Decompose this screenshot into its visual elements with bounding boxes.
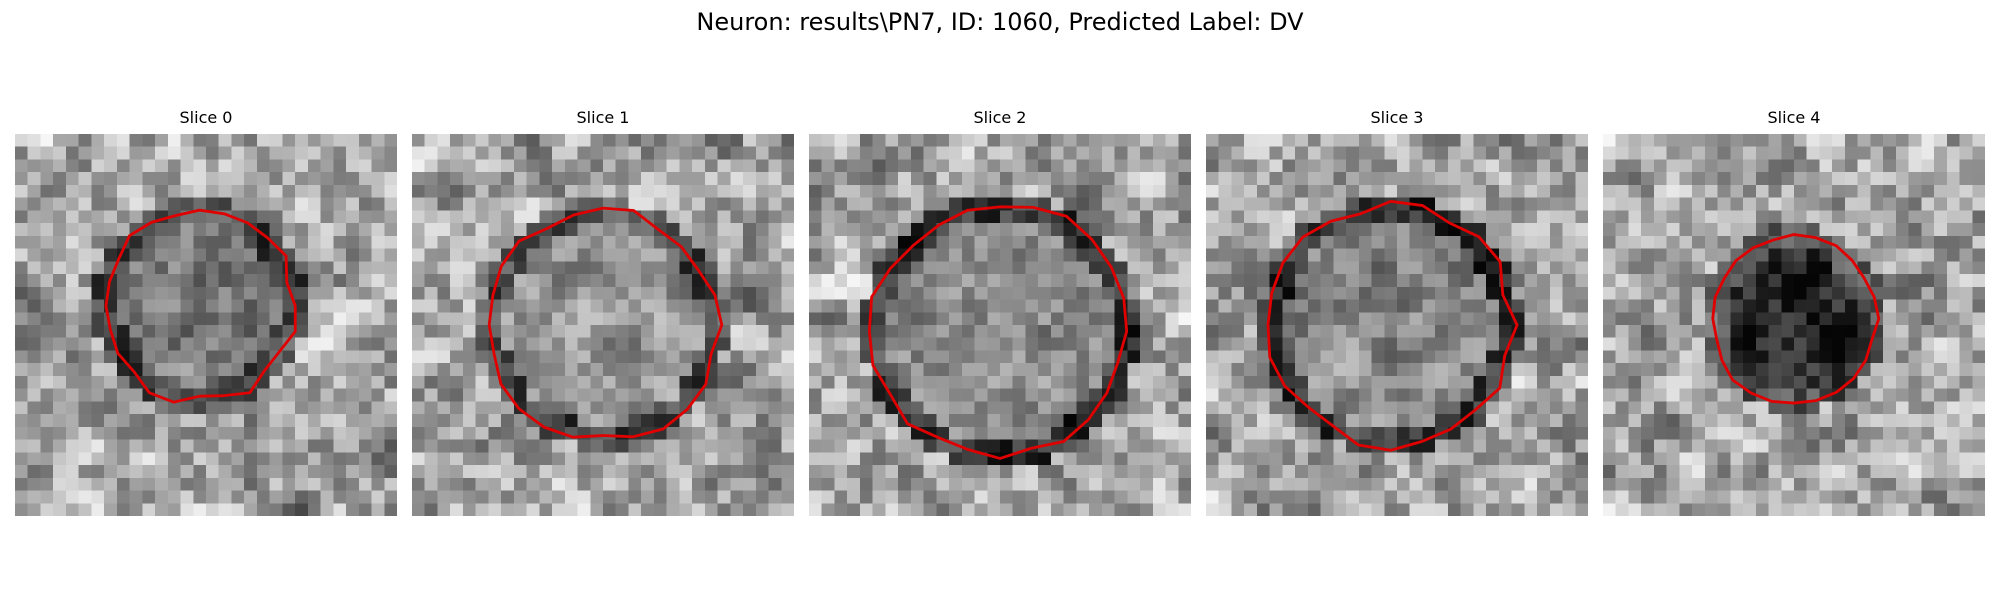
figure-title: Neuron: results\PN7, ID: 1060, Predicted… <box>696 8 1304 36</box>
slice-panel-3: Slice 3 <box>1206 108 1588 516</box>
slice-title: Slice 3 <box>1370 108 1424 127</box>
pixel-grid <box>1206 134 1588 516</box>
slice-image <box>412 134 794 516</box>
segmentation-contour <box>867 205 1129 460</box>
slice-panel-4: Slice 4 <box>1603 108 1985 516</box>
slice-image <box>15 134 397 516</box>
slice-panel-0: Slice 0 <box>15 108 397 516</box>
slice-image <box>1603 134 1985 516</box>
slice-title: Slice 0 <box>179 108 233 127</box>
slice-panel-2: Slice 2 <box>809 108 1191 516</box>
slice-title: Slice 4 <box>1767 108 1821 127</box>
segmentation-contour <box>104 208 297 404</box>
segmentation-contour <box>487 206 724 439</box>
pixel-grid <box>15 134 397 516</box>
pixel-grid <box>412 134 794 516</box>
slice-title: Slice 2 <box>973 108 1027 127</box>
segmentation-contour <box>1266 199 1519 452</box>
slice-image <box>1206 134 1588 516</box>
pixel-grid <box>809 134 1191 516</box>
slice-image <box>809 134 1191 516</box>
slice-panel-1: Slice 1 <box>412 108 794 516</box>
slice-title: Slice 1 <box>576 108 630 127</box>
segmentation-contour <box>1711 233 1881 405</box>
pixel-grid <box>1603 134 1985 516</box>
